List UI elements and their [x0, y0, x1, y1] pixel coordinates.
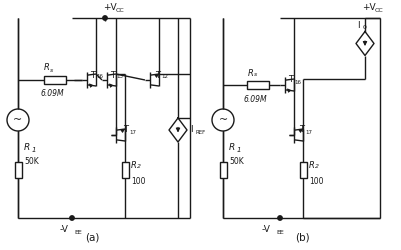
Text: CC: CC	[116, 8, 125, 12]
Text: 16: 16	[96, 74, 103, 80]
Circle shape	[103, 16, 107, 20]
Text: EE: EE	[276, 230, 284, 234]
Circle shape	[212, 109, 234, 131]
Text: 6.09M: 6.09M	[41, 90, 65, 98]
Text: 1: 1	[237, 147, 241, 153]
Text: 13: 13	[116, 74, 123, 80]
Text: EE: EE	[74, 230, 82, 234]
Text: R: R	[44, 64, 50, 72]
Text: 0: 0	[363, 25, 367, 30]
Text: R: R	[131, 160, 137, 170]
Text: (a): (a)	[85, 233, 99, 243]
Bar	[300, 162, 306, 178]
Text: +V: +V	[103, 4, 117, 13]
Text: T: T	[123, 126, 128, 134]
Text: T: T	[110, 70, 115, 80]
Text: +V: +V	[362, 4, 376, 13]
Text: 16: 16	[294, 80, 301, 84]
Text: 17: 17	[305, 130, 312, 134]
Bar	[219, 162, 227, 178]
Text: -V: -V	[262, 226, 271, 234]
Text: R: R	[309, 160, 315, 170]
Text: R: R	[24, 144, 30, 152]
Circle shape	[278, 216, 282, 220]
Text: 100: 100	[131, 178, 146, 186]
Text: 17: 17	[129, 130, 136, 134]
Text: 100: 100	[309, 178, 324, 186]
Text: s: s	[50, 68, 53, 72]
Text: R: R	[248, 68, 254, 78]
Circle shape	[7, 109, 29, 131]
Text: T: T	[155, 70, 160, 80]
Text: I: I	[190, 126, 192, 134]
Text: s: s	[254, 72, 257, 78]
Text: 12: 12	[161, 74, 168, 80]
Text: ~: ~	[13, 115, 22, 125]
Text: T: T	[288, 76, 293, 84]
Bar	[122, 162, 128, 178]
Bar	[247, 81, 269, 89]
Bar	[44, 76, 66, 84]
Text: T: T	[299, 126, 304, 134]
Text: ~: ~	[219, 115, 228, 125]
Text: I: I	[357, 21, 360, 30]
Text: T: T	[90, 70, 95, 80]
Circle shape	[70, 216, 74, 220]
Text: 2: 2	[315, 164, 319, 170]
Text: (b): (b)	[295, 233, 309, 243]
Text: -V: -V	[60, 226, 69, 234]
Text: 1: 1	[32, 147, 36, 153]
Text: 50K: 50K	[24, 158, 39, 166]
Text: CC: CC	[375, 8, 384, 12]
Text: 6.09M: 6.09M	[244, 94, 267, 104]
Text: 50K: 50K	[229, 158, 244, 166]
Bar	[14, 162, 22, 178]
Text: REF: REF	[196, 130, 206, 134]
Text: R: R	[229, 144, 235, 152]
Text: 2: 2	[137, 164, 141, 170]
